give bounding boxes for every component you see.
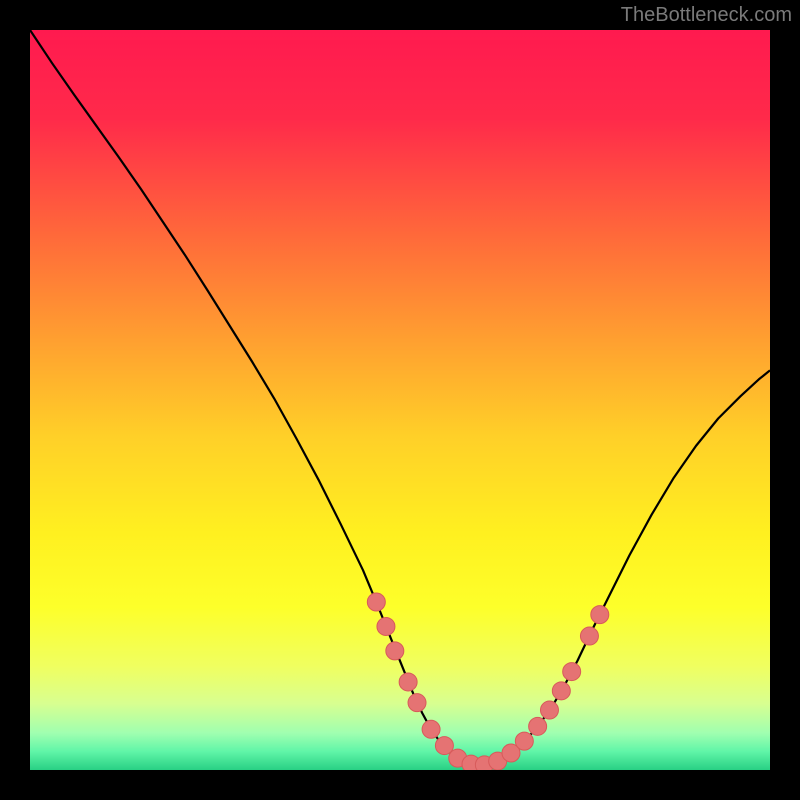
chart-container: TheBottleneck.com — [0, 0, 800, 800]
marker-dot — [529, 717, 547, 735]
chart-svg — [30, 30, 770, 770]
marker-dot — [552, 682, 570, 700]
watermark-text: TheBottleneck.com — [621, 4, 792, 27]
marker-dot — [515, 732, 533, 750]
marker-dot — [540, 701, 558, 719]
marker-dot — [563, 663, 581, 681]
marker-dot — [591, 606, 609, 624]
marker-dot — [367, 593, 385, 611]
plot-area — [30, 30, 770, 770]
marker-dot — [580, 627, 598, 645]
marker-dot — [377, 617, 395, 635]
marker-dot — [386, 642, 404, 660]
marker-dot — [408, 694, 426, 712]
marker-dot — [422, 720, 440, 738]
marker-dot — [399, 673, 417, 691]
